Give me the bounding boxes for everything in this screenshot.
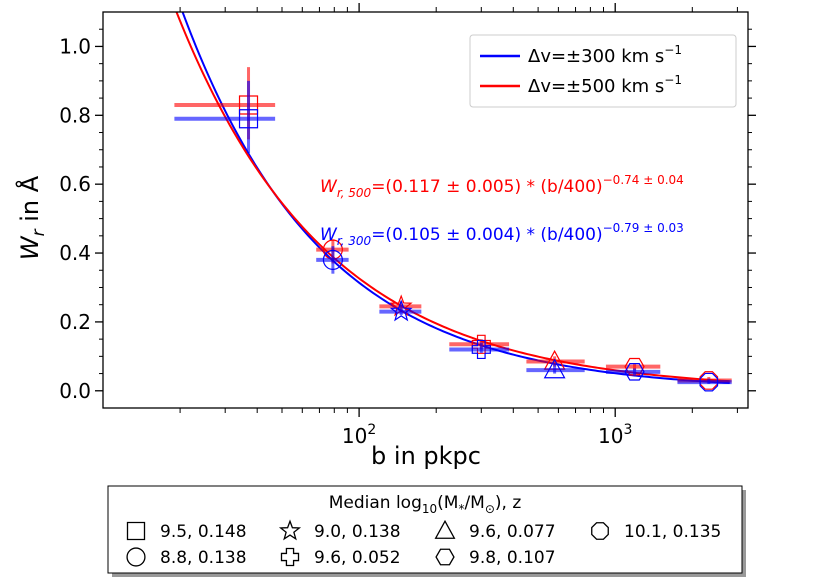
- marker-legend-symbol-cross: [280, 547, 300, 567]
- marker-legend-symbol-octagon: [591, 522, 609, 540]
- marker-legend-label-cross: 9.6, 0.052: [314, 548, 401, 568]
- ytick-label-4: 0.8: [59, 103, 91, 127]
- ytick-label-0: 0.0: [59, 379, 91, 403]
- point-blue-0: [238, 109, 259, 129]
- marker-legend-label-star: 9.0, 0.138: [314, 522, 401, 542]
- fit-annotation-red: Wr, 500=(0.117 ± 0.005) * (b/400)−0.74 ±…: [320, 173, 684, 200]
- marker-legend-symbol-star: [278, 519, 302, 541]
- legend-label-blue: Δv=±300 km s−1: [528, 43, 682, 67]
- point-blue-2: [389, 299, 413, 322]
- marker-legend-symbol-triangle: [434, 519, 456, 539]
- y-label-w: W: [16, 235, 44, 260]
- point-blue-4: [543, 358, 566, 379]
- marker-legend-label-hexagon: 9.8, 0.107: [469, 548, 556, 568]
- marker-legend-symbol-circle: [126, 547, 146, 567]
- marker-legend-title: Median log10(M*/M⊙), z: [329, 493, 522, 516]
- plot-frame: [102, 11, 749, 409]
- xtick-label-0: 102: [342, 422, 376, 448]
- xtick-label-1: 103: [598, 422, 632, 448]
- ytick-label-5: 1.0: [59, 34, 91, 58]
- marker-legend: Median log10(M*/M⊙), z 9.5, 0.148 8.8, 0.…: [107, 485, 746, 577]
- marker-legend-box: [107, 485, 743, 574]
- series-legend-box: [469, 34, 737, 108]
- marker-legend-label-square: 9.5, 0.148: [160, 522, 247, 542]
- legend-label-red: Δv=±500 km s−1: [528, 73, 682, 97]
- ytick-label-2: 0.4: [59, 241, 91, 265]
- y-label-sub: r: [29, 228, 49, 236]
- point-blue-5: [624, 363, 645, 381]
- fit-annotation-blue: Wr, 300=(0.105 ± 0.004) * (b/400)−0.79 ±…: [320, 221, 684, 248]
- marker-legend-label-octagon: 10.1, 0.135: [624, 522, 721, 542]
- ytick-label-3: 0.6: [59, 172, 91, 196]
- marker-legend-label-triangle: 9.6, 0.077: [469, 522, 556, 542]
- ytick-label-1: 0.2: [59, 310, 91, 334]
- series-legend: Δv=±300 km s−1 Δv=±500 km s−1: [469, 34, 737, 108]
- point-blue-1: [322, 249, 343, 270]
- x-axis-label: b in pkpc: [371, 442, 481, 470]
- y-axis-label: Wr in Å: [15, 175, 49, 260]
- point-red-5: [624, 357, 645, 376]
- marker-legend-symbol-square: [126, 521, 146, 541]
- point-blue-3: [471, 339, 491, 360]
- y-label-rest: in Å: [15, 175, 44, 229]
- marker-legend-label-circle: 8.8, 0.138: [160, 548, 247, 568]
- marker-legend-symbol-hexagon: [435, 548, 455, 566]
- point-blue-6: [699, 372, 719, 392]
- point-red-6: [699, 371, 719, 390]
